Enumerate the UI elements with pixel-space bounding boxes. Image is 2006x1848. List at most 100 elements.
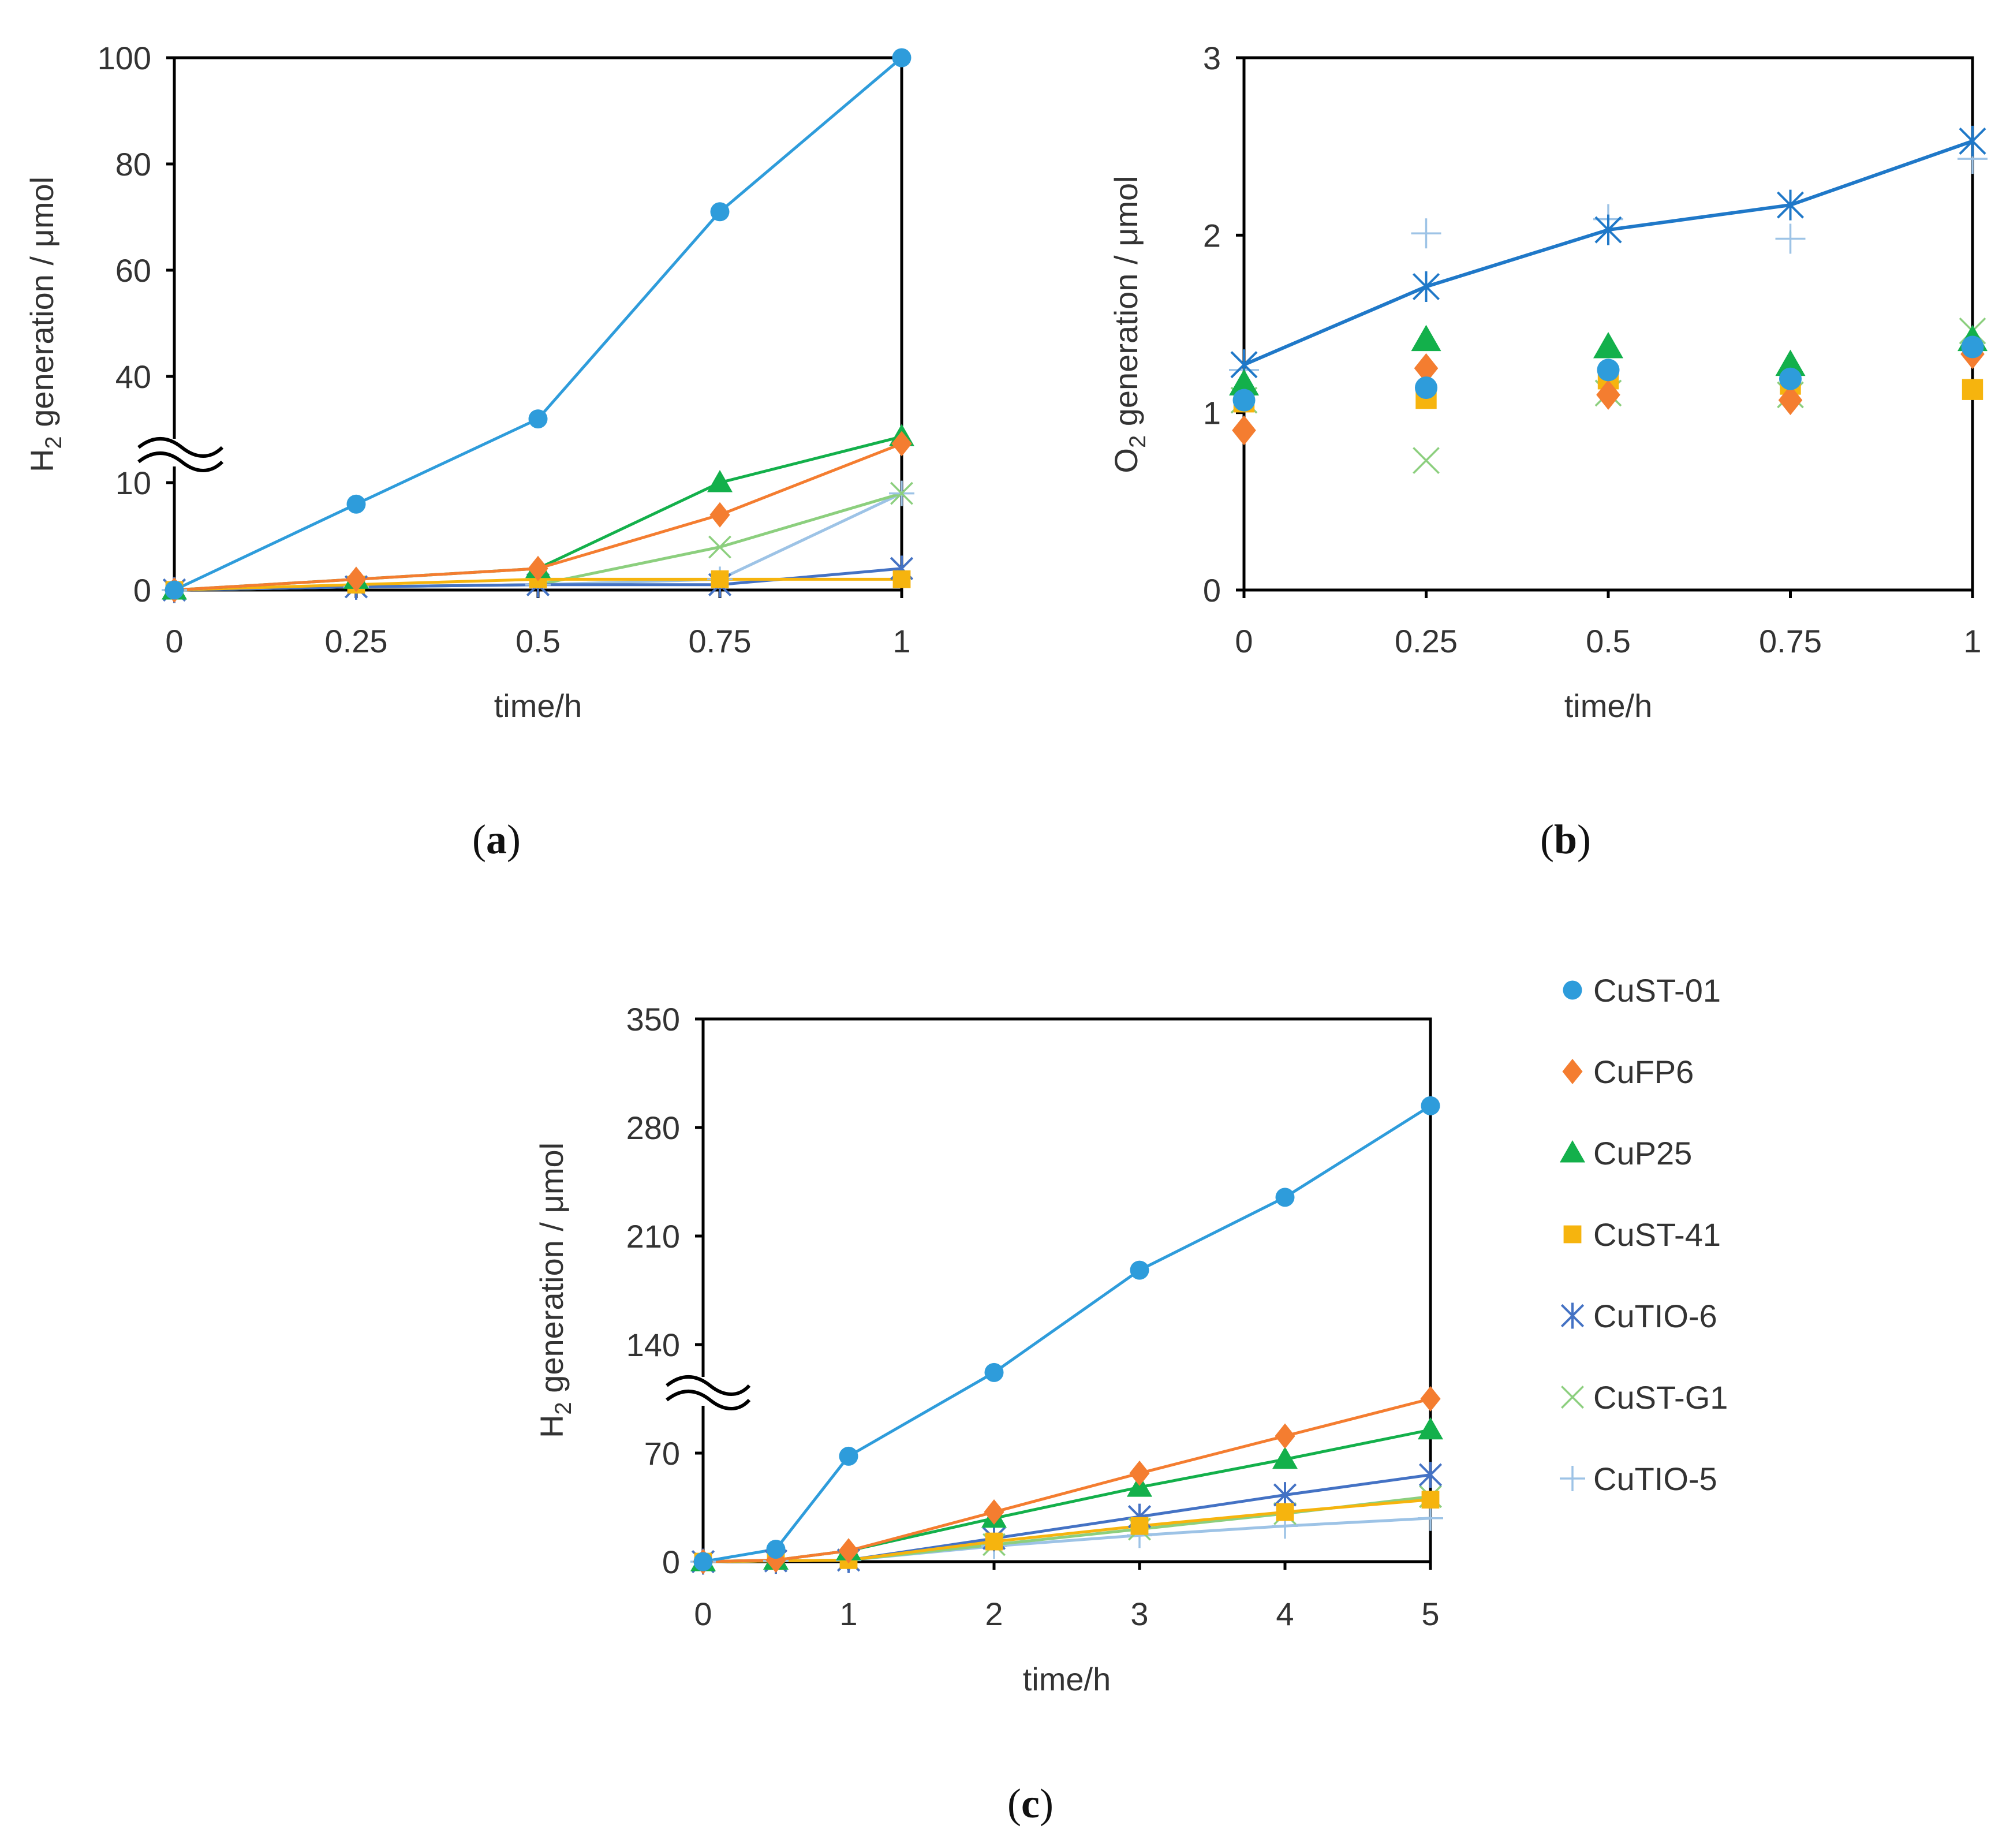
data-point-b-cust-01 bbox=[1597, 359, 1620, 382]
x-tick-label-c: 4 bbox=[1276, 1596, 1294, 1632]
legend-label: CuST-41 bbox=[1593, 1216, 1721, 1253]
y-axis-label-c: H2 generation / μmol bbox=[533, 1143, 576, 1438]
data-point-a-cufp6 bbox=[528, 555, 548, 581]
data-point-a-cust-g1 bbox=[890, 481, 913, 505]
y-tick-label-a: 40 bbox=[115, 359, 151, 395]
data-point-c-cutio-6 bbox=[1418, 1462, 1443, 1488]
data-point-b-cup25 bbox=[1411, 324, 1441, 352]
data-point-b-cufp6 bbox=[1232, 415, 1256, 446]
legend: CuST-01 CuFP6 CuP25 CuST-41 CuTIO-6 CuST-G1 Cu… bbox=[1560, 972, 1728, 1497]
data-point-b-cust-41 bbox=[1962, 379, 1983, 400]
data-point-b-cup25 bbox=[1229, 369, 1259, 395]
data-point-c-cufp6 bbox=[1275, 1423, 1295, 1449]
data-point-a-cust-01 bbox=[528, 409, 548, 429]
legend-item-cufp6: CuFP6 bbox=[1562, 1054, 1694, 1090]
data-point-b-cutio-5 bbox=[1775, 223, 1806, 254]
x-tick-label-b: 1 bbox=[1963, 623, 1981, 659]
legend-marker-cust-41 bbox=[1563, 1225, 1582, 1244]
data-point-a-cust-41 bbox=[711, 570, 729, 588]
legend-label: CuFP6 bbox=[1593, 1054, 1694, 1090]
data-point-c-cufp6 bbox=[984, 1499, 1004, 1525]
x-tick-label-a: 1 bbox=[892, 623, 910, 659]
data-point-b-cutio-6 bbox=[1959, 125, 1986, 156]
data-point-b-cufp6 bbox=[1414, 353, 1439, 383]
data-point-b-cust-01 bbox=[1232, 389, 1256, 412]
axis-break-c bbox=[664, 1375, 751, 1410]
legend-item-cust-g1: CuST-G1 bbox=[1561, 1379, 1728, 1416]
legend-label: CuTIO-5 bbox=[1593, 1461, 1717, 1497]
data-point-c-cufp6 bbox=[1420, 1386, 1441, 1412]
data-point-c-cust-01 bbox=[839, 1446, 858, 1466]
y-tick-label-c: 280 bbox=[626, 1110, 680, 1146]
data-point-c-cufp6 bbox=[1129, 1460, 1150, 1486]
legend-marker-cutio-5 bbox=[1560, 1466, 1585, 1491]
data-point-c-cup25 bbox=[1418, 1417, 1443, 1440]
data-point-b-cust-01 bbox=[1415, 376, 1437, 400]
legend-item-cust-41: CuST-41 bbox=[1563, 1216, 1721, 1253]
data-point-b-cutio-6 bbox=[1594, 214, 1622, 245]
x-tick-label-b: 0.5 bbox=[1586, 623, 1631, 659]
y-axis-label-a: H2 generation / μmol bbox=[24, 177, 66, 472]
legend-label: CuST-01 bbox=[1593, 972, 1721, 1009]
data-point-c-cust-01 bbox=[1421, 1096, 1440, 1115]
data-point-c-cust-01 bbox=[1130, 1260, 1149, 1280]
x-tick-label-a: 0.5 bbox=[515, 623, 561, 659]
data-point-a-cufp6 bbox=[709, 502, 730, 528]
data-point-c-cust-01 bbox=[693, 1552, 713, 1571]
legend-label: CuP25 bbox=[1593, 1135, 1692, 1171]
data-point-c-cufp6 bbox=[765, 1547, 786, 1573]
x-axis-label-c: time/h bbox=[1023, 1661, 1111, 1697]
chart-panel-a: 0 10 40 60 80 100 0 0.25 0.5 0.75 1 time/h H2 gen… bbox=[24, 40, 914, 863]
y-tick-label-b: 0 bbox=[1203, 572, 1221, 608]
data-point-b-cufp6 bbox=[1596, 379, 1620, 410]
data-point-b-cutio-6 bbox=[1776, 189, 1805, 221]
x-tick-label-a: 0.75 bbox=[689, 623, 752, 659]
chart-panel-b: 0 1 2 3 0 0.25 0.5 0.75 1 time/h O2 generation … bbox=[1108, 40, 1988, 863]
x-tick-label-c: 5 bbox=[1421, 1596, 1439, 1632]
x-tick-label-c: 3 bbox=[1130, 1596, 1148, 1632]
y-axis-label-b: O2 generation / μmol bbox=[1108, 176, 1150, 473]
legend-marker-cust-01 bbox=[1563, 980, 1582, 1000]
panel-label-b: (b) bbox=[1540, 816, 1591, 863]
legend-marker-cup25 bbox=[1560, 1140, 1585, 1163]
data-point-b-cufp6 bbox=[1778, 385, 1803, 416]
plot-frame-c bbox=[701, 1017, 1432, 1563]
y-tick-label-b: 1 bbox=[1203, 395, 1221, 431]
axis-break-a bbox=[136, 437, 224, 472]
data-point-b-cup25 bbox=[1775, 349, 1806, 376]
data-point-b-cust-01 bbox=[1961, 335, 1984, 359]
data-point-c-cust-41 bbox=[985, 1532, 1003, 1551]
x-tick-label-b: 0 bbox=[1235, 623, 1253, 659]
y-tick-label-a: 80 bbox=[115, 146, 151, 182]
y-tick-label-b: 2 bbox=[1203, 217, 1221, 253]
x-axis-label-a: time/h bbox=[494, 688, 582, 724]
data-point-c-cutio-5 bbox=[1418, 1505, 1443, 1531]
data-point-b-cup25 bbox=[1593, 331, 1623, 359]
y-tick-label-a: 100 bbox=[98, 40, 151, 76]
data-point-a-cust-41 bbox=[892, 570, 911, 588]
data-point-a-cust-01 bbox=[892, 48, 912, 68]
data-point-c-cust-01 bbox=[766, 1540, 786, 1559]
y-tick-label-c: 70 bbox=[644, 1435, 680, 1472]
x-tick-label-b: 0.25 bbox=[1395, 623, 1458, 659]
legend-marker-cufp6 bbox=[1562, 1059, 1583, 1084]
y-tick-label-a: 60 bbox=[115, 252, 151, 289]
legend-marker-cust-g1 bbox=[1561, 1386, 1584, 1409]
x-tick-label-a: 0.25 bbox=[325, 623, 388, 659]
legend-item-cup25: CuP25 bbox=[1560, 1135, 1692, 1171]
y-tick-label-c: 0 bbox=[662, 1544, 680, 1580]
data-point-b-cust-g1 bbox=[1413, 447, 1440, 474]
y-tick-label-a: 10 bbox=[115, 465, 151, 501]
y-tick-label-c: 350 bbox=[626, 1001, 680, 1037]
data-point-a-cust-g1 bbox=[708, 535, 731, 559]
data-point-b-cust-01 bbox=[1779, 367, 1802, 390]
y-tick-label-a: 0 bbox=[133, 572, 151, 608]
chart-panel-c: 0 70 140 210 280 350 0 1 2 3 4 5 time/h H2 generat… bbox=[533, 1001, 1443, 1827]
data-point-a-cust-01 bbox=[710, 202, 730, 222]
x-tick-label-a: 0 bbox=[165, 623, 183, 659]
legend-item-cust-01: CuST-01 bbox=[1563, 972, 1721, 1009]
data-point-c-cust-41 bbox=[1421, 1491, 1440, 1509]
data-point-b-cutio-6 bbox=[1412, 271, 1440, 302]
legend-label: CuTIO-6 bbox=[1593, 1298, 1717, 1334]
x-tick-label-c: 1 bbox=[839, 1596, 857, 1632]
